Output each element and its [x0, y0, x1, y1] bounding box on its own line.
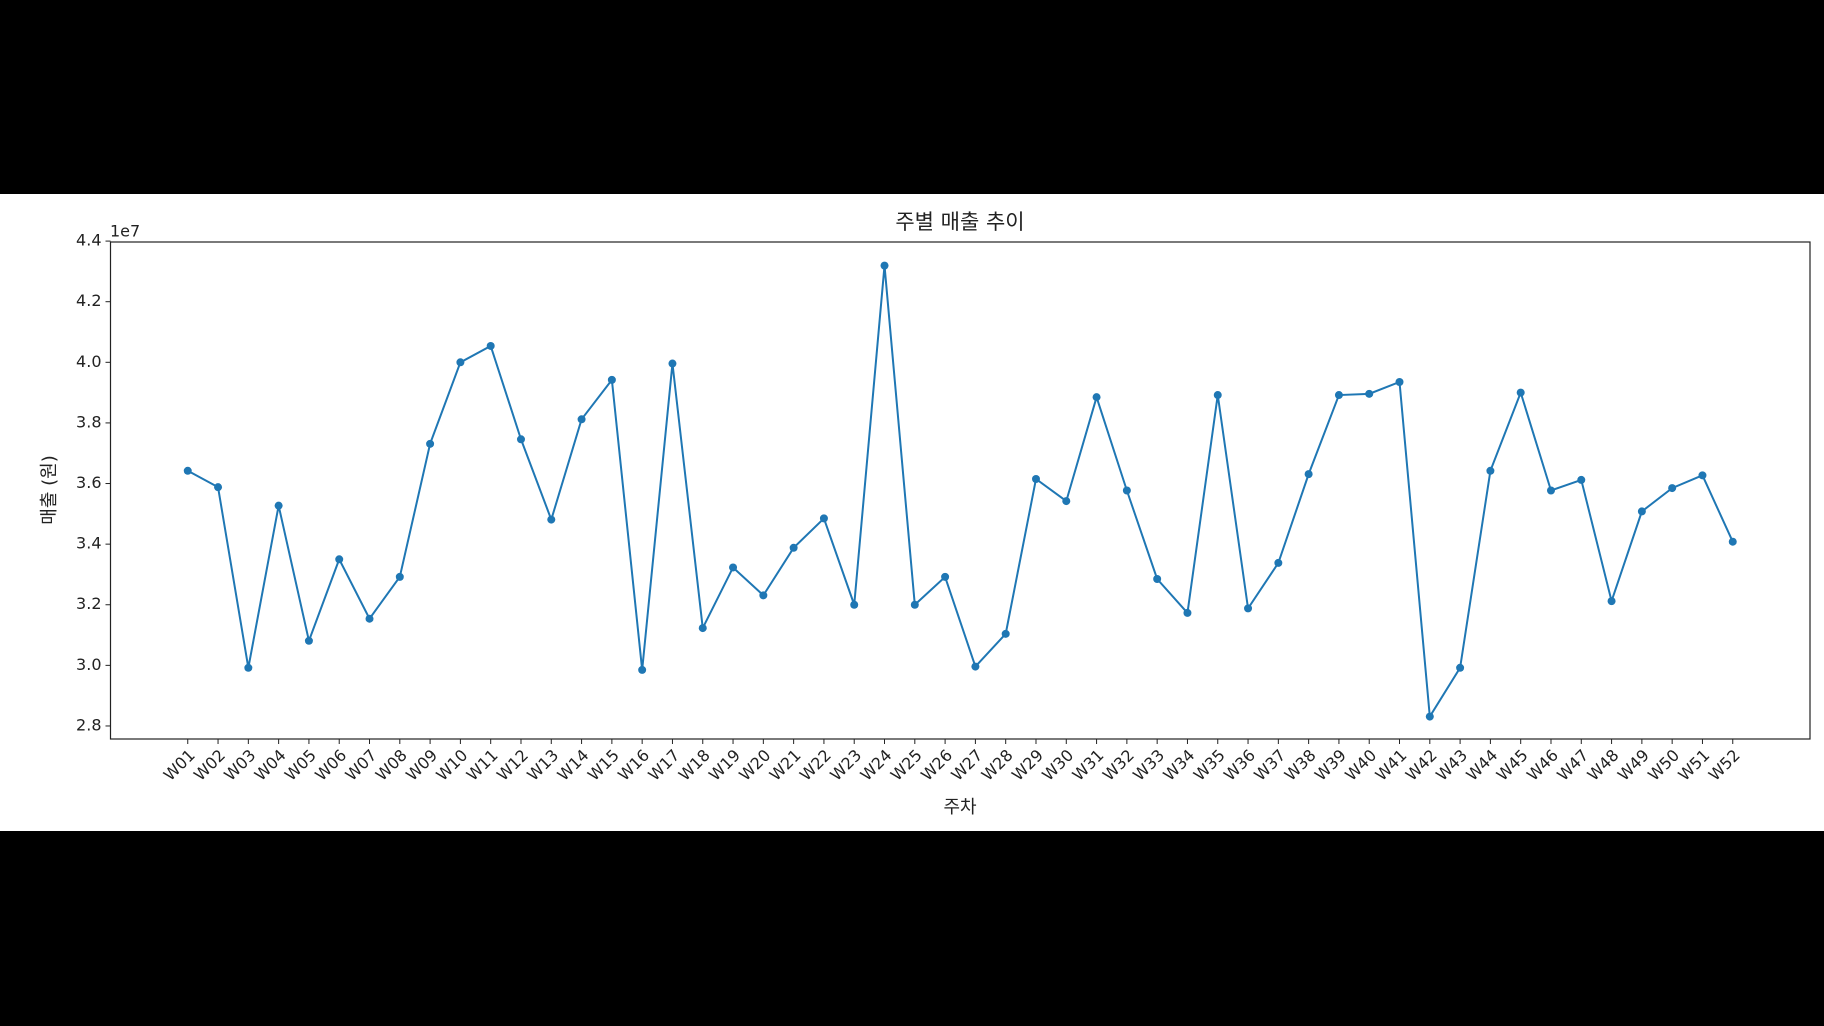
marker	[547, 515, 556, 524]
marker	[698, 624, 707, 633]
marker	[456, 358, 465, 367]
marker	[1001, 629, 1010, 638]
marker	[335, 555, 344, 564]
marker	[183, 466, 192, 475]
marker	[607, 375, 616, 384]
marker	[1698, 471, 1707, 480]
marker	[214, 483, 223, 492]
marker	[304, 636, 313, 645]
marker	[1304, 470, 1313, 479]
marker	[1153, 574, 1162, 583]
marker	[971, 662, 980, 671]
marker	[819, 514, 828, 523]
marker	[729, 563, 738, 572]
marker	[1425, 712, 1434, 721]
marker	[244, 663, 253, 672]
marker	[1274, 558, 1283, 567]
y-tick-label: 3.0	[76, 655, 101, 674]
marker	[365, 614, 374, 623]
y-tick-label: 3.2	[76, 594, 101, 613]
marker	[1546, 486, 1555, 495]
marker	[668, 359, 677, 368]
chart-title: 주별 매출 추이	[895, 210, 1024, 234]
marker	[1334, 391, 1343, 400]
y-tick-label: 4.2	[76, 291, 101, 310]
marker	[850, 600, 859, 609]
y-axis-label: 매출 (원)	[39, 455, 60, 524]
figure-background	[0, 194, 1824, 831]
y-offset-label: 1e7	[110, 222, 140, 241]
marker	[1122, 486, 1131, 495]
marker	[1365, 389, 1374, 398]
marker	[1577, 475, 1586, 484]
marker	[1668, 484, 1677, 493]
y-tick-label: 2.8	[76, 715, 101, 734]
marker	[395, 572, 404, 581]
marker	[1728, 537, 1737, 546]
marker	[1031, 474, 1040, 483]
marker	[1213, 391, 1222, 400]
marker	[426, 439, 435, 448]
line	[187, 265, 1734, 720]
marker	[1607, 597, 1616, 606]
marker	[1486, 466, 1495, 475]
y-tick-label: 3.8	[76, 412, 101, 431]
marker	[789, 543, 798, 552]
y-tick-label: 4.0	[76, 352, 101, 371]
marker	[910, 600, 919, 609]
plot-frame	[109, 241, 1811, 740]
marker	[1395, 378, 1404, 387]
marker	[759, 591, 768, 600]
x-axis-label: 주차	[943, 797, 977, 818]
marker	[941, 572, 950, 581]
marker	[516, 435, 525, 444]
marker	[1062, 497, 1071, 506]
marker	[577, 415, 586, 424]
marker	[1092, 393, 1101, 402]
y-tick-label: 3.4	[76, 534, 101, 553]
marker	[486, 341, 495, 350]
marker	[880, 261, 889, 270]
y-tick-label: 4.4	[76, 231, 101, 250]
marker	[1244, 604, 1253, 613]
marker	[1516, 388, 1525, 397]
marker	[274, 501, 283, 510]
marker	[1637, 507, 1646, 516]
marker	[1456, 663, 1465, 672]
y-tick-label: 3.6	[76, 473, 101, 492]
marker	[638, 665, 647, 674]
marker	[1183, 608, 1192, 617]
